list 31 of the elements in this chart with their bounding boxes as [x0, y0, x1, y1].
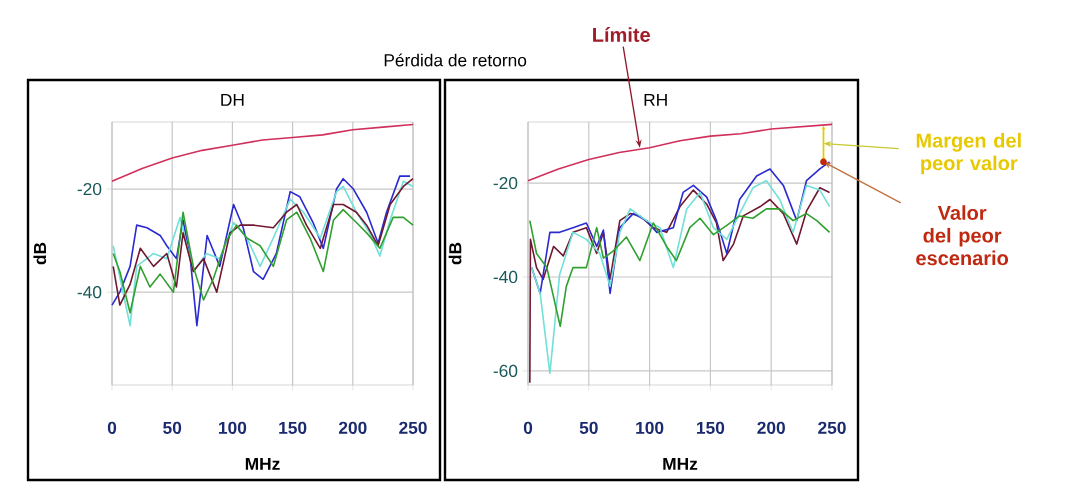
y-tick-label: -20 [77, 182, 102, 196]
x-tick-label: 100 [636, 421, 664, 434]
x-tick-label: 50 [163, 421, 182, 434]
y-axis-title: dB [33, 242, 47, 265]
line-series [112, 177, 414, 306]
text: Margen del peor valor [916, 132, 1021, 175]
x-tick-label: 200 [338, 421, 367, 434]
y-tick-label: -60 [493, 364, 518, 378]
x-tick-label: 200 [757, 421, 785, 434]
x-tick-label: 150 [697, 421, 725, 434]
x-tick-label: 0 [523, 421, 533, 434]
x-tick-label: 50 [579, 421, 598, 434]
x-tick-label: 250 [399, 421, 427, 434]
x-tick-label: 250 [818, 421, 846, 434]
x-axis-title: MHz [245, 457, 280, 470]
y-tick-label: -40 [77, 286, 102, 299]
annotation: Valor del peor escenario [916, 205, 1009, 266]
x-tick-label: 0 [107, 421, 117, 434]
line-series [111, 123, 414, 183]
line-series [529, 208, 831, 328]
y-tick-label: -20 [493, 176, 518, 190]
chart-subtitle: RH [644, 93, 667, 106]
x-axis-title: MHz [663, 457, 698, 470]
annotation: Límite [593, 27, 650, 42]
y-axis-title: dB [448, 242, 462, 265]
text: Pérdida de retorno [384, 53, 527, 67]
x-tick-label: 100 [219, 421, 247, 434]
line-series [112, 208, 414, 314]
y-tick-label: -40 [493, 270, 518, 284]
x-tick-label: 150 [279, 421, 307, 434]
chart-subtitle: DH [221, 93, 244, 106]
